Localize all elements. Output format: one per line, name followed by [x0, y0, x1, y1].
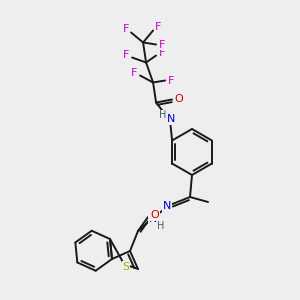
Text: H: H — [157, 221, 165, 231]
Text: F: F — [159, 49, 165, 58]
Text: F: F — [131, 68, 137, 79]
Text: N: N — [149, 214, 157, 224]
Text: N: N — [167, 115, 175, 124]
Text: F: F — [123, 25, 129, 34]
Text: H: H — [159, 110, 167, 121]
Text: N: N — [163, 201, 171, 211]
Text: F: F — [155, 22, 161, 32]
Text: O: O — [151, 210, 159, 220]
Text: S: S — [122, 262, 130, 272]
Text: O: O — [175, 94, 184, 104]
Text: F: F — [159, 40, 165, 50]
Text: F: F — [168, 76, 174, 85]
Text: F: F — [123, 50, 129, 61]
